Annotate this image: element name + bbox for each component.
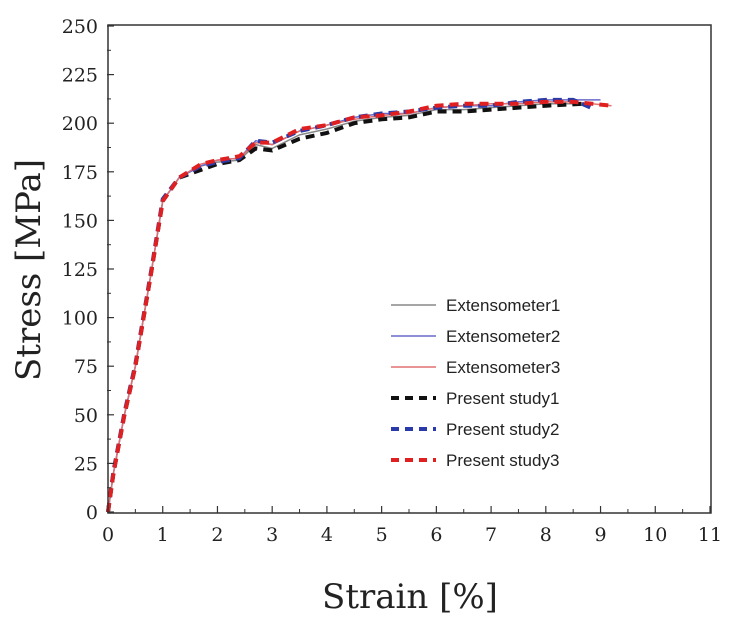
series-line-6 bbox=[106, 99, 612, 513]
x-tick-label: 7 bbox=[485, 524, 497, 546]
y-tick-label: 200 bbox=[62, 113, 98, 135]
y-tick-label: 0 bbox=[86, 502, 98, 524]
x-tick-label: 11 bbox=[698, 524, 722, 546]
y-tick-label: 50 bbox=[74, 405, 98, 427]
y-tick-label: 125 bbox=[62, 259, 98, 281]
y-tick-label: 225 bbox=[62, 65, 98, 87]
legend-label-1: Extensometer1 bbox=[446, 296, 560, 315]
legend-label-5: Present study2 bbox=[446, 420, 559, 439]
x-tick-label: 10 bbox=[643, 524, 667, 546]
x-tick-label: 6 bbox=[430, 524, 442, 546]
y-tick-label: 75 bbox=[74, 356, 98, 378]
y-tick-label: 25 bbox=[74, 453, 98, 475]
y-tick-label: 100 bbox=[62, 308, 98, 330]
legend-label-4: Present study1 bbox=[446, 389, 559, 408]
x-tick-label: 5 bbox=[376, 524, 388, 546]
x-tick-label: 3 bbox=[266, 524, 278, 546]
legend-label-6: Present study3 bbox=[446, 451, 559, 470]
x-tick-label: 1 bbox=[157, 524, 169, 546]
y-tick-label: 250 bbox=[62, 16, 98, 38]
x-tick-label: 0 bbox=[102, 524, 114, 546]
y-tick-label: 150 bbox=[62, 210, 98, 232]
y-axis-label: Stress [MPa] bbox=[9, 159, 49, 381]
x-tick-label: 4 bbox=[321, 524, 333, 546]
x-tick-label: 8 bbox=[540, 524, 552, 546]
y-tick-label: 175 bbox=[62, 162, 98, 184]
x-tick-label: 9 bbox=[594, 524, 606, 546]
plot-frame bbox=[107, 24, 712, 514]
x-axis-label: Strain [%] bbox=[322, 577, 498, 617]
legend-label-2: Extensometer2 bbox=[446, 327, 560, 346]
x-tick-label: 2 bbox=[211, 524, 223, 546]
legend-label-3: Extensometer3 bbox=[446, 358, 560, 377]
